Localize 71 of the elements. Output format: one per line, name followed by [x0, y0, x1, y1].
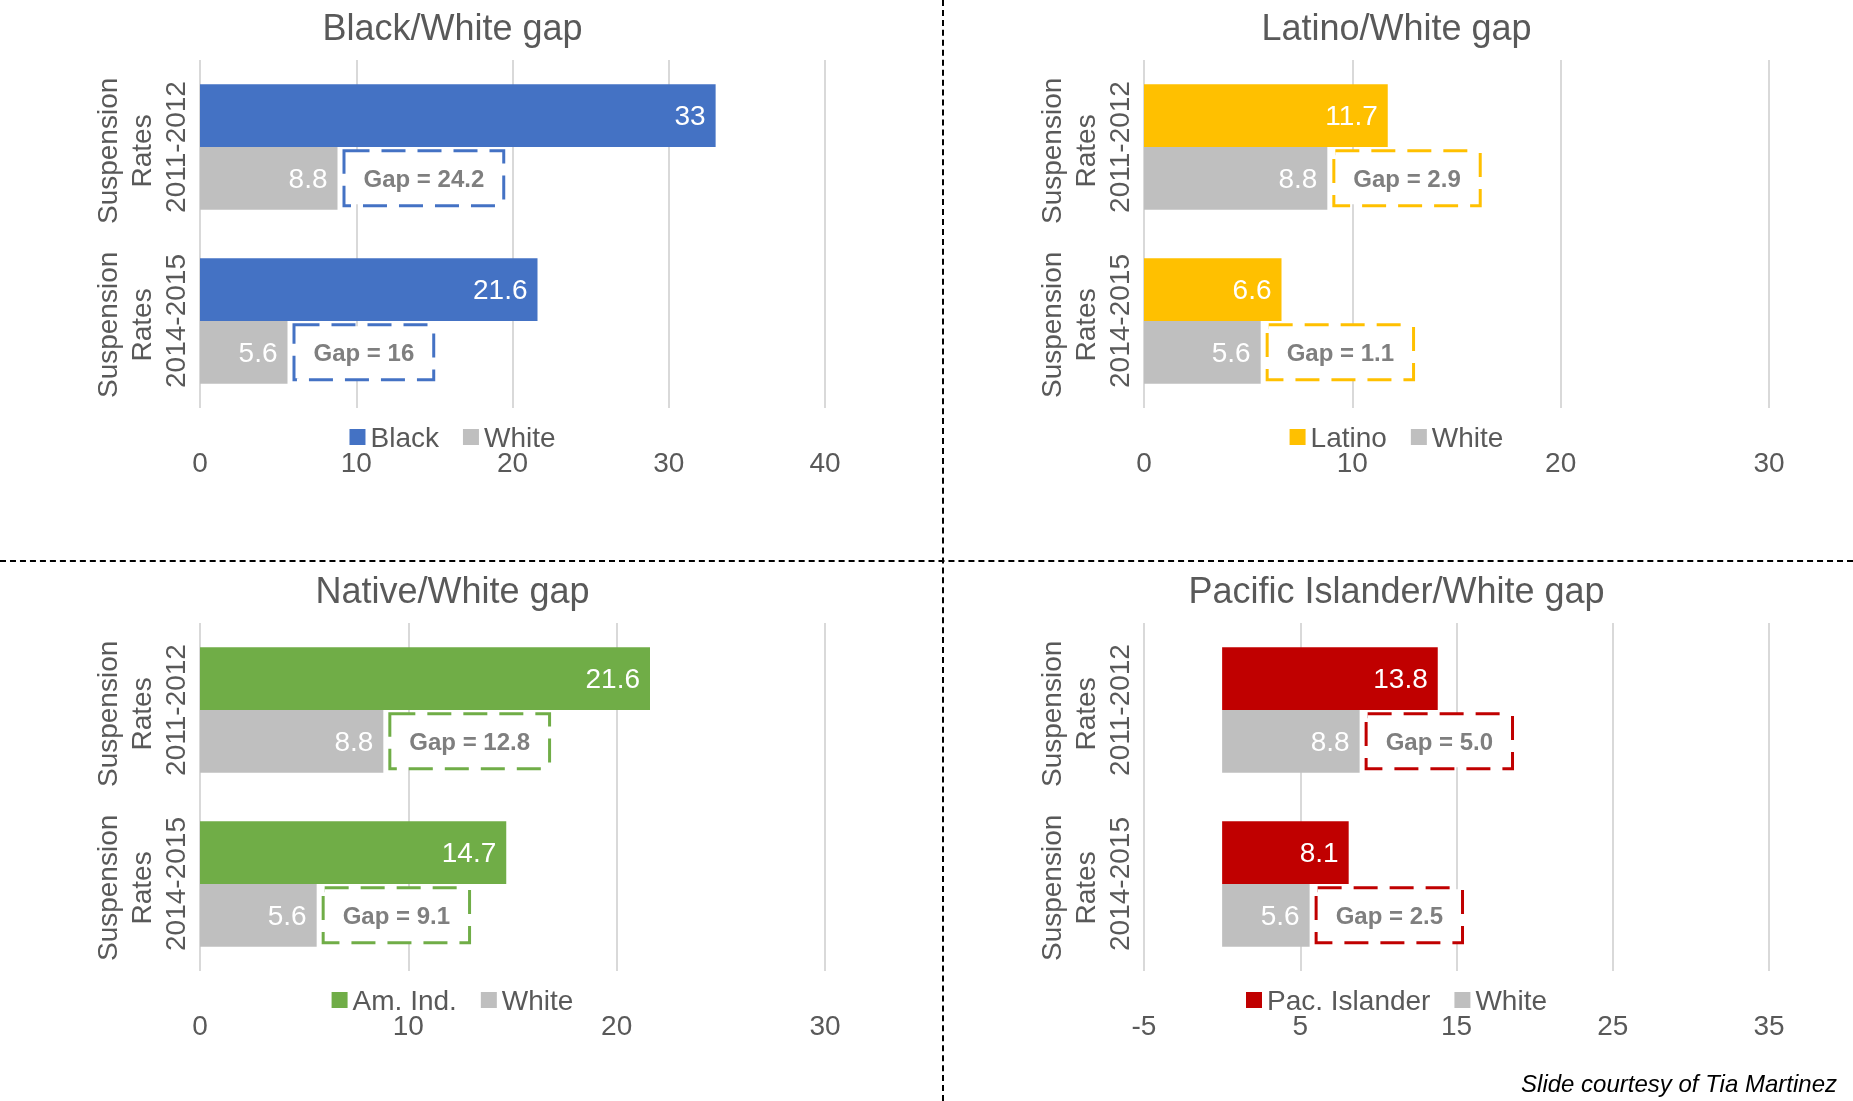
bar: [200, 821, 507, 884]
data-label: 11.7: [1325, 100, 1378, 132]
bar: [200, 147, 338, 210]
bar: [1144, 258, 1282, 321]
data-label: 8.8: [1310, 725, 1350, 757]
data-label: 6.6: [1232, 274, 1272, 306]
chart-title: Black/White gap: [322, 6, 583, 48]
data-label: 33: [674, 100, 706, 132]
chart-title: Native/White gap: [315, 569, 590, 611]
data-label: 5.6: [267, 899, 307, 931]
bar: [200, 884, 317, 947]
data-label: 21.6: [473, 274, 528, 306]
bar: [200, 258, 538, 321]
x-tick-label: 35: [1753, 1009, 1785, 1041]
y-tick-label: Suspension Rates 2014-2015: [1035, 806, 1135, 962]
x-tick-label: 15: [1440, 1009, 1473, 1041]
data-label: 14.7: [441, 837, 497, 869]
bar: [1222, 884, 1310, 947]
data-label: 8.8: [334, 725, 374, 757]
bar: [200, 84, 716, 147]
x-tick-label: 0: [192, 1009, 208, 1041]
bar: [1144, 84, 1388, 147]
y-tick-label: Suspension Rates 2014-2015: [91, 243, 191, 399]
bar: [1222, 710, 1360, 773]
x-tick-label: 0: [1136, 446, 1152, 478]
y-tick-label: Suspension Rates 2011-2012: [91, 69, 191, 225]
bar: [1222, 647, 1438, 710]
bar: [200, 710, 384, 773]
annotation: Gap = 2.5: [1335, 901, 1444, 929]
legend-label: White: [1431, 421, 1504, 453]
x-tick-label: 30: [1753, 446, 1785, 478]
data-label: 5.6: [1260, 899, 1300, 931]
x-tick-label: 25: [1597, 1009, 1629, 1041]
legend-label: White: [1475, 984, 1547, 1016]
y-tick-label: Suspension Rates 2011-2012: [1035, 69, 1135, 225]
data-label: 8.1: [1299, 837, 1339, 869]
annotation: Gap = 12.8: [409, 727, 531, 755]
chart-title: Latino/White gap: [1261, 6, 1532, 48]
bar: [1222, 821, 1349, 884]
bar: [1144, 321, 1261, 384]
y-tick-label: Suspension Rates 2014-2015: [91, 806, 191, 962]
data-label: 8.8: [288, 162, 328, 194]
x-tick-label: 20: [1545, 446, 1577, 478]
data-label: 13.8: [1373, 663, 1428, 695]
bar: [200, 321, 288, 384]
y-tick-label: Suspension Rates 2011-2012: [91, 632, 191, 788]
data-label: 5.6: [238, 336, 278, 368]
annotation: Gap = 9.1: [342, 901, 451, 929]
x-tick-label: 20: [601, 1009, 633, 1041]
x-tick-label: 30: [653, 446, 685, 478]
text: Slide courtesy of Tia Martinez: [1521, 1069, 1838, 1097]
annotation: Gap = 2.9: [1353, 164, 1461, 192]
annotation: Gap = 24.2: [363, 164, 485, 192]
x-tick-label: 10: [340, 446, 372, 478]
bar: [200, 647, 650, 710]
x-tick-label: 40: [809, 446, 841, 478]
data-label: 5.6: [1211, 336, 1251, 368]
data-label: 8.8: [1278, 162, 1318, 194]
x-tick-label: -5: [1131, 1009, 1157, 1041]
annotation: Gap = 5.0: [1385, 727, 1494, 755]
annotation: Gap = 16: [313, 338, 415, 366]
y-tick-label: Suspension Rates 2014-2015: [1035, 243, 1135, 399]
legend-label: White: [501, 984, 574, 1016]
chart-title: Pacific Islander/White gap: [1188, 569, 1605, 611]
data-label: 21.6: [585, 663, 640, 695]
x-tick-label: 0: [192, 446, 208, 478]
x-tick-label: 30: [809, 1009, 841, 1041]
bar: [1144, 147, 1328, 210]
legend-label: Black: [370, 421, 440, 453]
annotation: Gap = 1.1: [1286, 338, 1395, 366]
y-tick-label: Suspension Rates 2011-2012: [1035, 632, 1135, 788]
